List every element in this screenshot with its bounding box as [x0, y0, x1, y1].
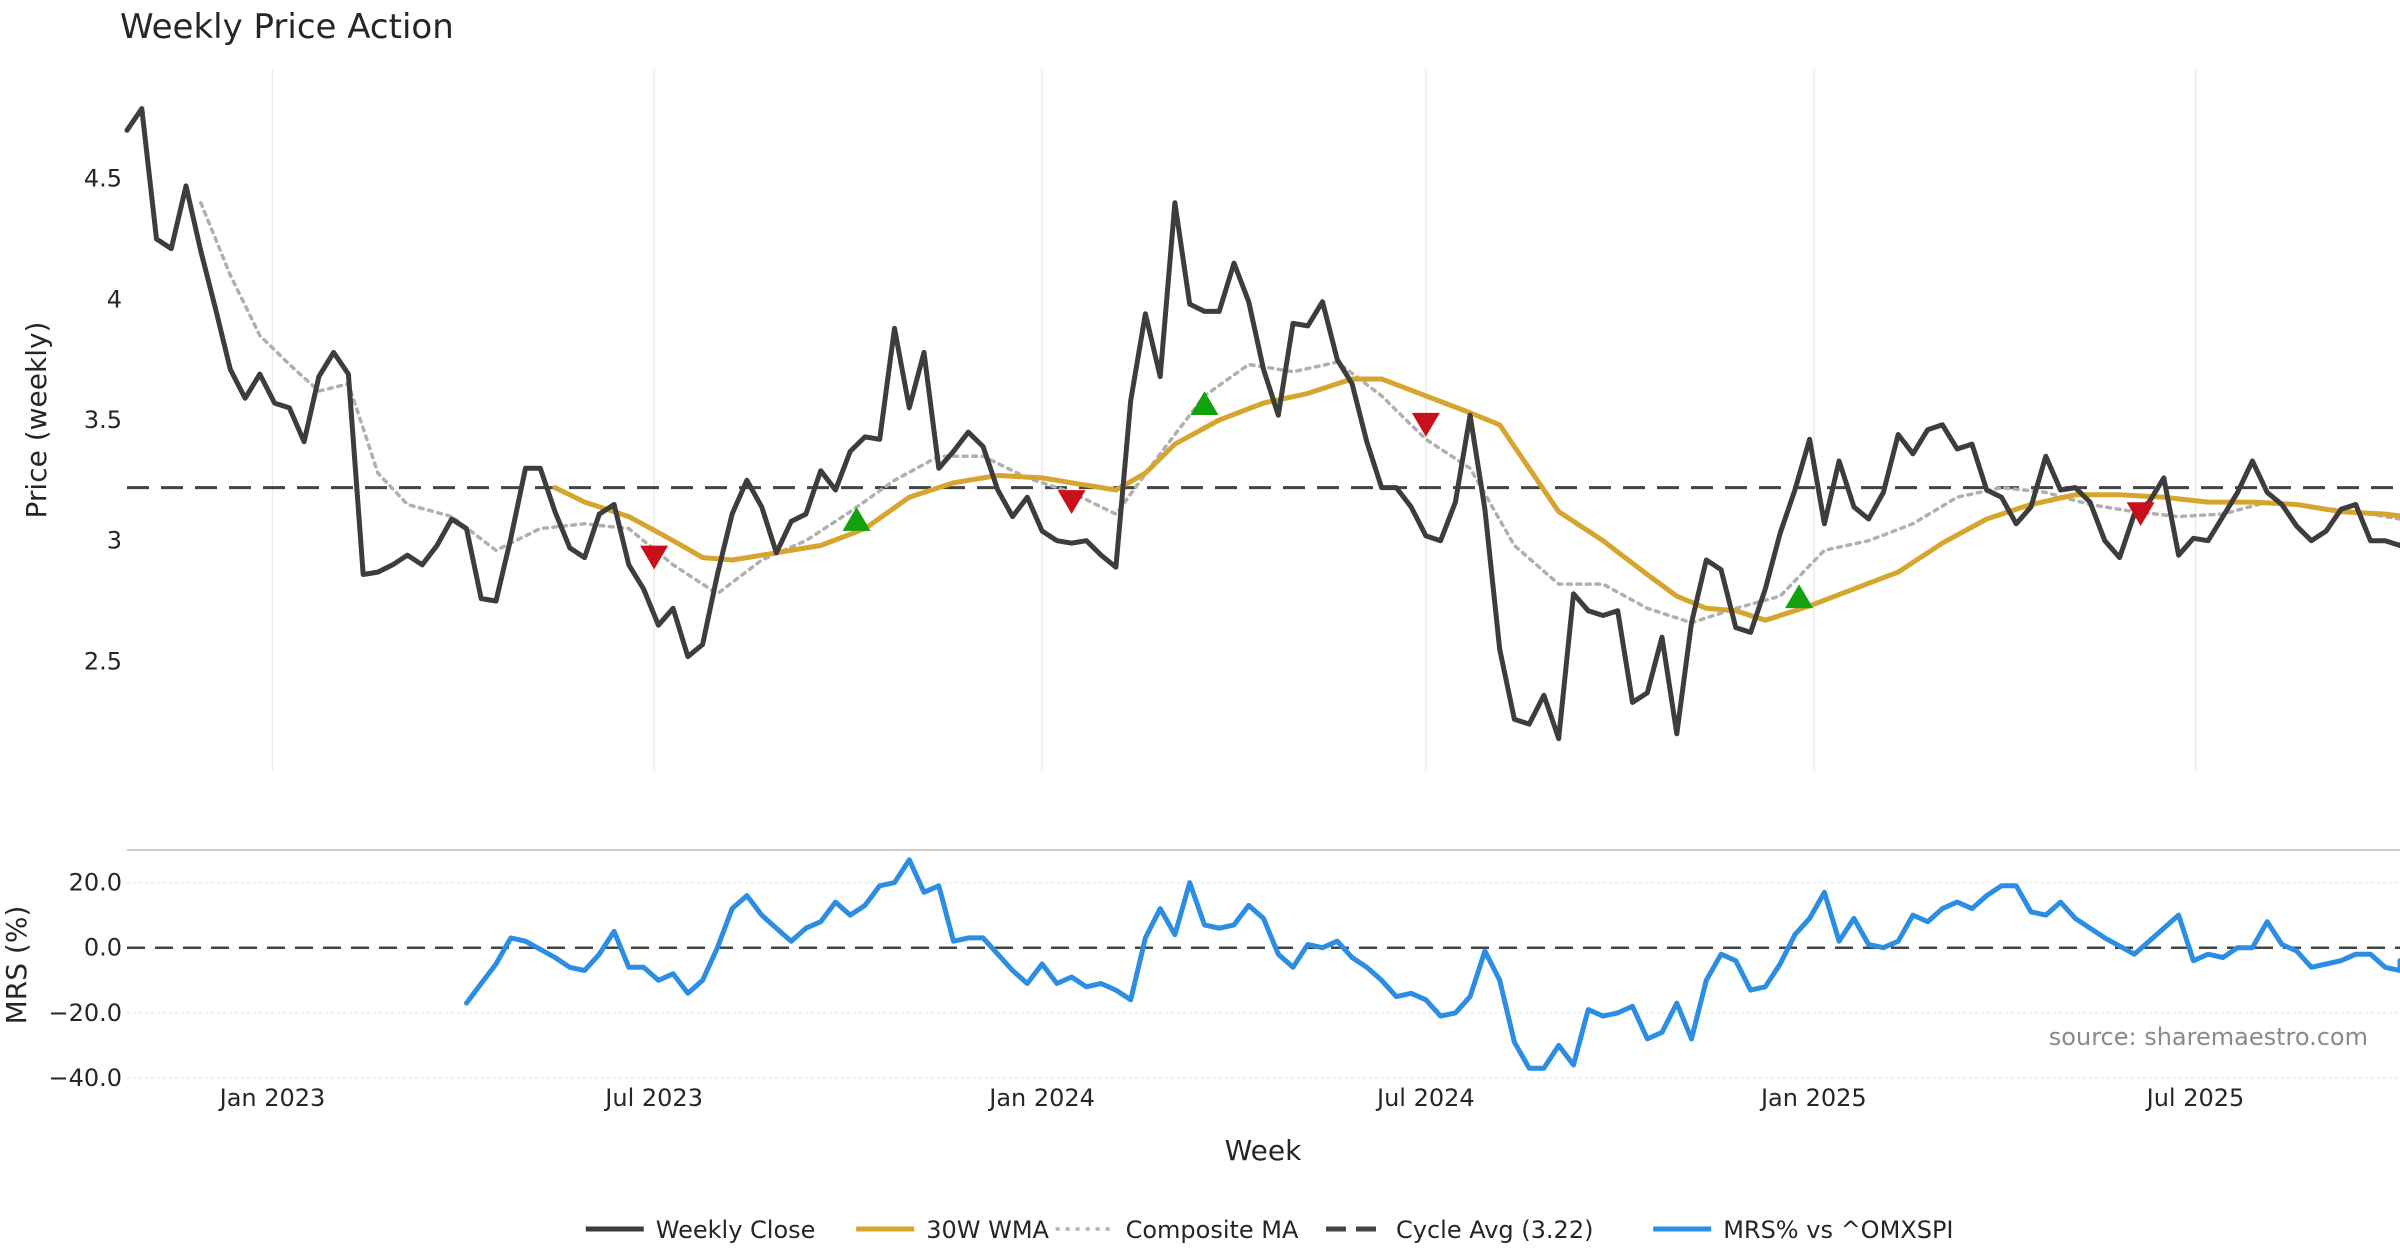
legend-item: Weekly Close — [585, 1216, 816, 1244]
legend-label: Composite MA — [1126, 1216, 1299, 1244]
mrs-y-axis-label: MRS (%) — [0, 906, 33, 1025]
mrs-panel: −40.0−20.00.020.0 Jan 2023 Jul 2023 Jan 20… — [0, 857, 2400, 1167]
price-y-tick-label: 4.5 — [84, 165, 122, 193]
x-axis-label: Week — [1225, 1134, 1302, 1167]
series-mrs-vs-omxspi — [464, 857, 2400, 1071]
sell-signal-marker — [1411, 412, 1440, 437]
price-y-tick-label: 4 — [107, 285, 122, 313]
legend: Weekly Close 30W WMA Composite MA Cycle Avg… — [585, 1216, 1954, 1244]
mrs-y-tick-label: −40.0 — [48, 1064, 122, 1092]
legend-label: Cycle Avg (3.22) — [1396, 1216, 1593, 1244]
series-weekly-close — [124, 106, 2400, 742]
price-y-tick-label: 2.5 — [84, 647, 122, 675]
x-tick-label: Jan 2025 — [1759, 1084, 1867, 1112]
price-y-axis: 2.5 3 3.5 4 4.5 — [84, 165, 122, 676]
mrs-y-axis: −40.0 −20.0 0.0 20.0 — [48, 869, 122, 1092]
price-panel: 2.5 3 3.5 4 4.5 Weekly Price Action Price (w… — [20, 7, 2400, 770]
legend-label: Weekly Close — [656, 1216, 816, 1244]
legend-item: MRS% vs ^OMXSPI — [1653, 1216, 1954, 1244]
mrs-series-lines — [464, 857, 2400, 1071]
legend-label: MRS% vs ^OMXSPI — [1723, 1216, 1953, 1244]
chart-title: Weekly Price Action — [120, 7, 454, 47]
sell-signal-marker — [640, 545, 669, 570]
price-y-tick-label: 3.5 — [84, 406, 122, 434]
mrs-y-tick-label: −20.0 — [48, 999, 122, 1027]
sell-signal-marker — [1057, 490, 1086, 514]
buy-signal-marker — [842, 507, 871, 531]
signal-markers — [640, 391, 2155, 609]
series-30w-wma — [552, 376, 2400, 623]
x-tick-label: Jul 2024 — [1375, 1084, 1475, 1112]
price-y-tick-label: 3 — [107, 527, 122, 555]
x-axis: Jan 2023 Jul 2023 Jan 2024 Jul 2024 Jan 2025… — [218, 1084, 2245, 1112]
price-y-axis-label: Price (weekly) — [20, 322, 53, 519]
mrs-y-tick-label: 20.0 — [69, 869, 122, 897]
mrs-gridlines — [127, 881, 2400, 1079]
legend-item: 30W WMA — [856, 1216, 1050, 1244]
x-tick-label: Jul 2025 — [2145, 1084, 2245, 1112]
legend-label: 30W WMA — [926, 1216, 1049, 1244]
mrs-y-tick-label: 0.0 — [84, 934, 122, 962]
x-tick-label: Jan 2023 — [218, 1084, 326, 1112]
legend-item: Composite MA — [1055, 1216, 1299, 1244]
sell-signal-marker — [2126, 502, 2155, 527]
source-note: source: sharemaestro.com — [2049, 1023, 2368, 1051]
price-gridlines — [271, 70, 2197, 770]
x-tick-label: Jan 2024 — [987, 1084, 1095, 1112]
x-tick-label: Jul 2023 — [603, 1084, 703, 1112]
legend-item: Cycle Avg (3.22) — [1326, 1216, 1593, 1244]
price-series-lines — [124, 106, 2400, 742]
buy-signal-marker — [1190, 391, 1219, 416]
buy-signal-marker — [1785, 584, 1814, 609]
series-composite-ma — [199, 201, 2400, 625]
